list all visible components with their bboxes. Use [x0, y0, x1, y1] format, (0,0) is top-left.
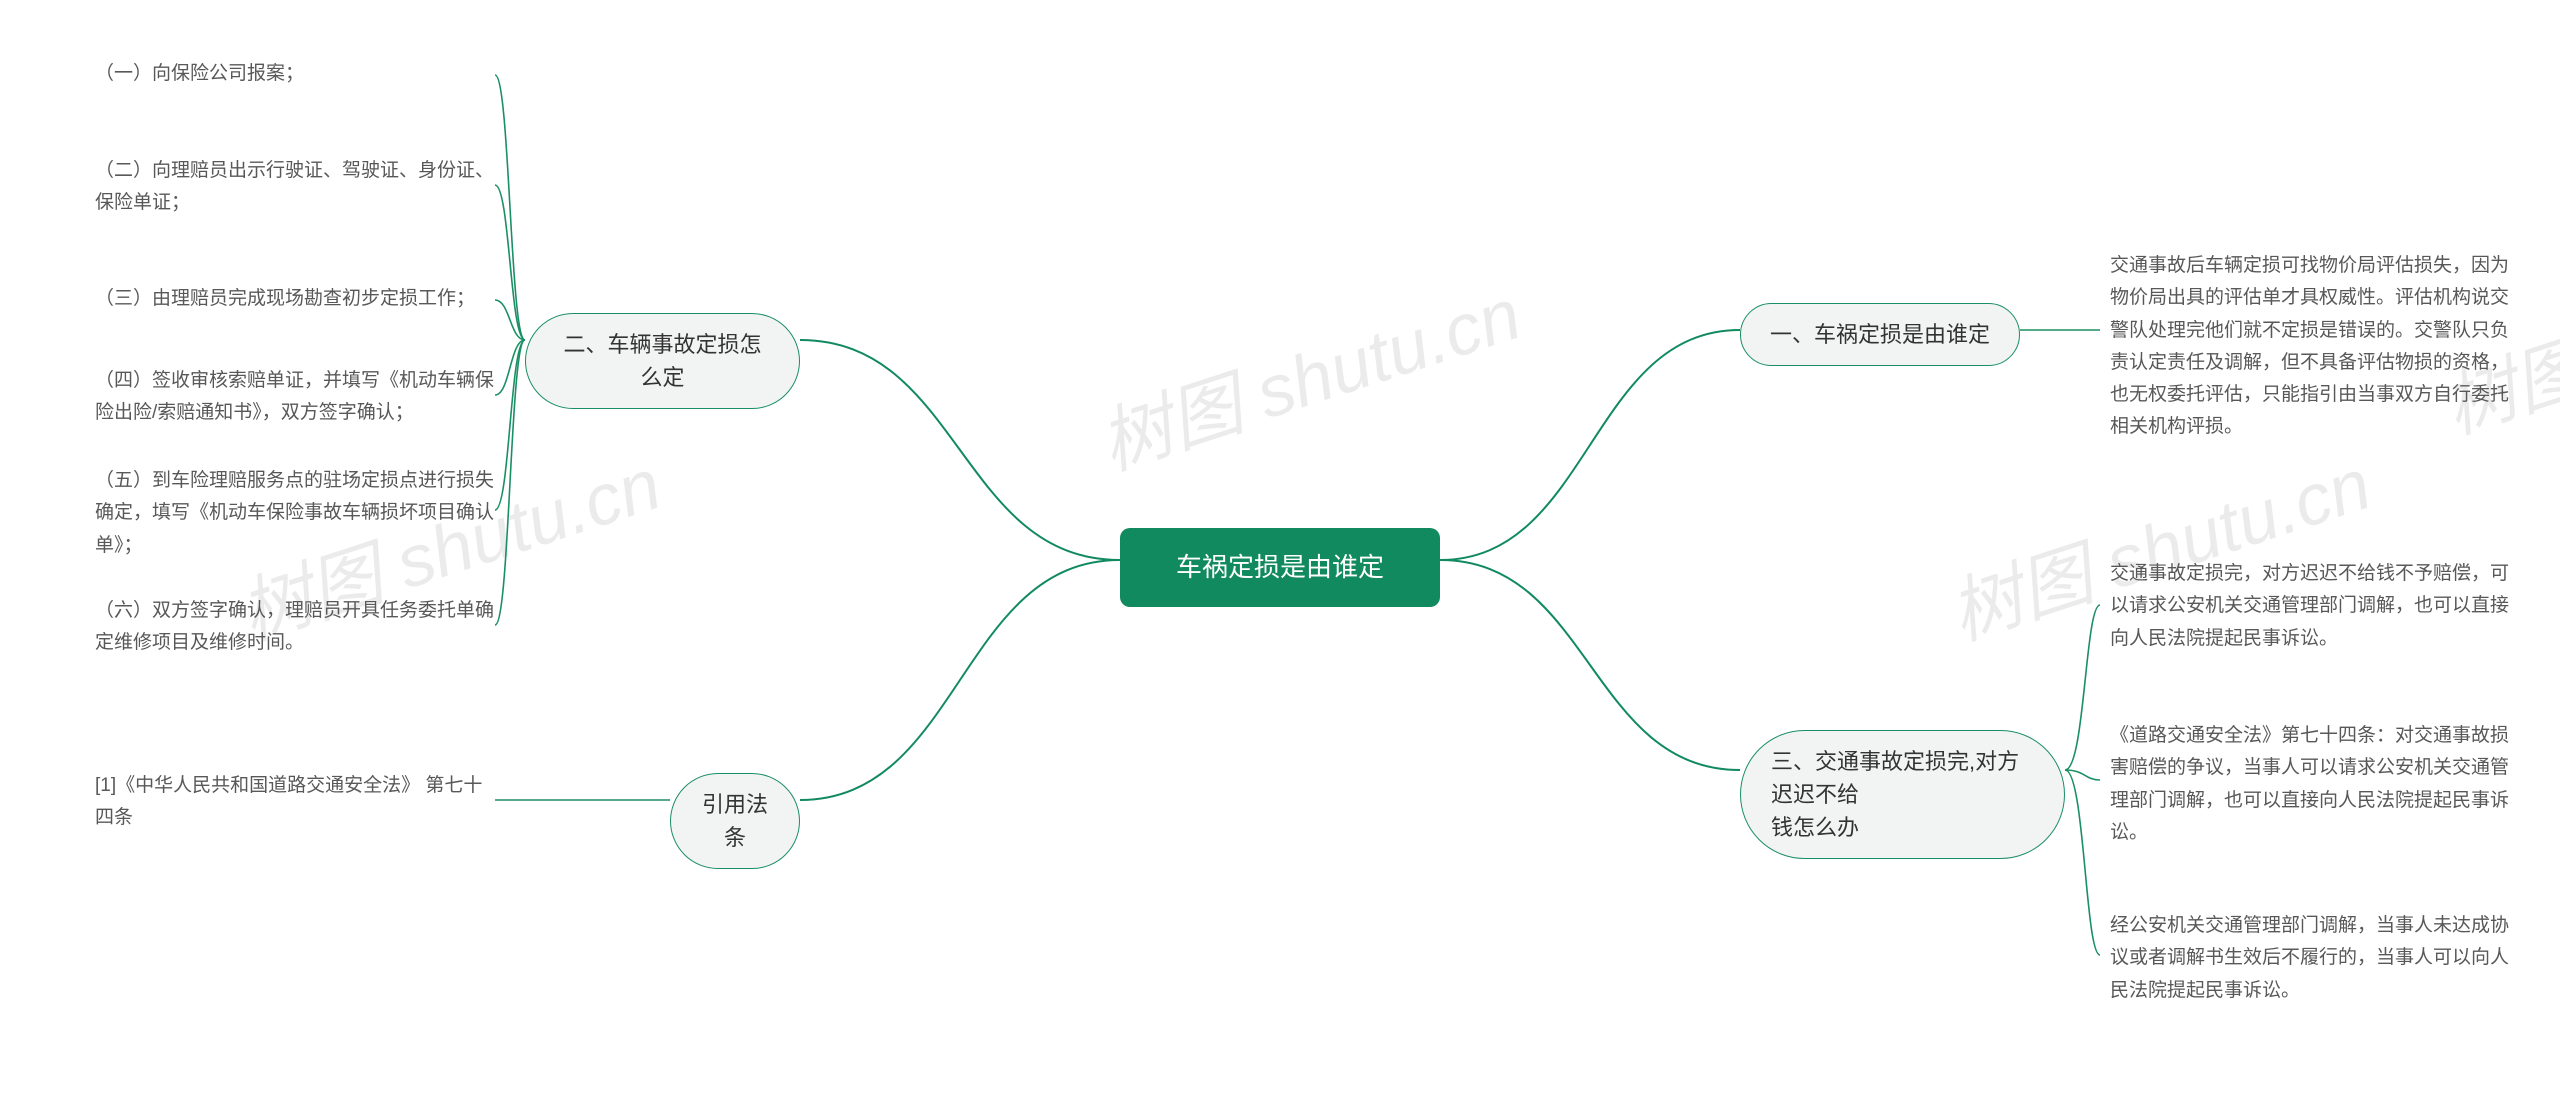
branch-r1[interactable]: 一、车祸定损是由谁定: [1740, 303, 2020, 366]
leaf-l1-2: （三）由理赔员完成现场勘查初步定损工作；: [95, 283, 495, 315]
leaf-l1-5: （六）双方签字确认，理赔员开具任务委托单确定维修项目及维修时间。: [95, 595, 495, 660]
leaf-r2-1: 《道路交通安全法》第七十四条：对交通事故损害赔偿的争议，当事人可以请求公安机关交…: [2110, 720, 2520, 849]
branch-l2[interactable]: 引用法条: [670, 773, 800, 869]
branch-l1-label: 二、车辆事故定损怎么定: [554, 328, 771, 394]
leaf-r1-0: 交通事故后车辆定损可找物价局评估损失，因为物价局出具的评估单才具权威性。评估机构…: [2110, 250, 2520, 444]
leaf-l1-3: （四）签收审核索赔单证，并填写《机动车辆保险出险/索赔通知书》，双方签字确认；: [95, 365, 495, 430]
root-label: 车祸定损是由谁定: [1176, 548, 1384, 587]
leaf-r2-2: 经公安机关交通管理部门调解，当事人未达成协议或者调解书生效后不履行的，当事人可以…: [2110, 910, 2520, 1007]
leaf-l2-0: [1]《中华人民共和国道路交通安全法》 第七十四条: [95, 770, 495, 835]
branch-r2-label: 三、交通事故定损完,对方迟迟不给 钱怎么办: [1771, 745, 2036, 844]
leaf-r2-0: 交通事故定损完，对方迟迟不给钱不予赔偿，可以请求公安机关交通管理部门调解，也可以…: [2110, 558, 2520, 655]
watermark: 树图 shutu.cn: [1084, 255, 1531, 490]
branch-r1-label: 一、车祸定损是由谁定: [1770, 318, 1990, 351]
leaf-l1-0: （一）向保险公司报案；: [95, 58, 495, 90]
mindmap-canvas: 树图 shutu.cn 树图 shutu.cn 树图 shutu.cn 树图 s…: [0, 0, 2560, 1120]
branch-l2-label: 引用法条: [699, 788, 771, 854]
branch-l1[interactable]: 二、车辆事故定损怎么定: [525, 313, 800, 409]
branch-r2[interactable]: 三、交通事故定损完,对方迟迟不给 钱怎么办: [1740, 730, 2065, 859]
leaf-l1-1: （二）向理赔员出示行驶证、驾驶证、身份证、保险单证；: [95, 155, 495, 220]
root-node[interactable]: 车祸定损是由谁定: [1120, 528, 1440, 607]
leaf-l1-4: （五）到车险理赔服务点的驻场定损点进行损失确定，填写《机动车保险事故车辆损坏项目…: [95, 465, 495, 562]
